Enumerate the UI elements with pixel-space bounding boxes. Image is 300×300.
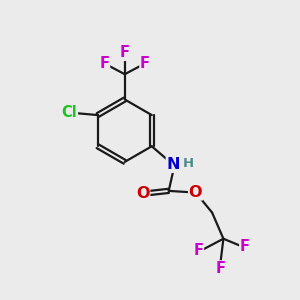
Text: F: F [240, 239, 250, 254]
Text: F: F [194, 242, 203, 257]
Text: F: F [215, 261, 225, 276]
Text: F: F [100, 56, 110, 71]
Text: N: N [167, 157, 180, 172]
Text: O: O [136, 186, 150, 201]
Text: Cl: Cl [61, 105, 77, 120]
Text: H: H [183, 157, 194, 170]
Text: F: F [140, 56, 150, 71]
Text: O: O [189, 185, 202, 200]
Text: F: F [120, 45, 130, 60]
